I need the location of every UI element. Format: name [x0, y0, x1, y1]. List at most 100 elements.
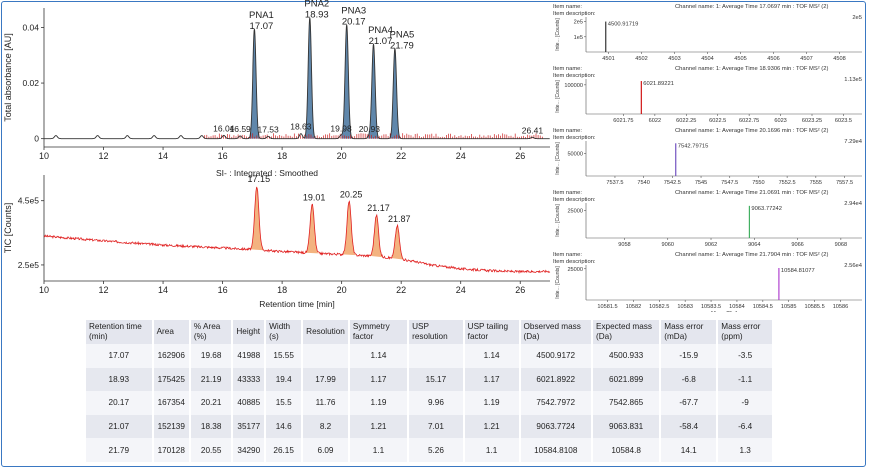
- table-cell: 17.07: [86, 344, 154, 368]
- table-cell: [408, 344, 465, 368]
- table-header-row: Retention time (min) Area% Area (%) Height…: [86, 320, 774, 344]
- ms-channel-name: Channel name: 1: Average Time 17.0697 mi…: [675, 4, 828, 10]
- uv-minor-peak-rt: 26.41: [522, 125, 544, 135]
- results-table: Retention time (min) Area% Area (%) Height…: [86, 320, 774, 462]
- column-header: Area: [152, 320, 191, 344]
- tic-x-tick-label: 24: [456, 285, 466, 295]
- table-cell: [302, 344, 350, 368]
- tic-x-tick-label: 10: [39, 285, 49, 295]
- table-cell: 1.17: [463, 367, 521, 392]
- table-cell: 14.6: [265, 414, 304, 439]
- tic-x-tick-label: 26: [515, 285, 525, 295]
- tic-x-tick-label: 22: [396, 285, 406, 295]
- table-cell: -9: [717, 391, 774, 415]
- table-cell: 20.55: [189, 438, 234, 462]
- table-cell: 18.93: [86, 367, 154, 392]
- ms-item-name: Item name:: [553, 4, 582, 10]
- table-cell: 10584.8: [592, 438, 662, 462]
- tic-peak-rt: 19.01: [303, 193, 326, 203]
- ms-x-tick-label: 7540: [637, 180, 649, 186]
- table-cell: 1.14: [463, 344, 521, 368]
- table-cell: -67.7: [660, 391, 719, 415]
- ms-channel-name: Channel name: 1: Average Time 20.1696 mi…: [675, 128, 828, 134]
- ms-peak-label: 6021.89221: [643, 81, 674, 87]
- uv-peak-rt: 21.79: [390, 40, 414, 51]
- uv-x-tick-label: 24: [456, 151, 466, 160]
- ms-x-tick-label: 6023.25: [802, 118, 822, 124]
- ms-y-tick-label: 25000: [567, 209, 583, 215]
- column-header: Retention time (min): [86, 320, 154, 344]
- ms-x-tick-label: 9064: [748, 242, 760, 248]
- table-cell: 1.1: [463, 438, 521, 462]
- table-cell: 40885: [232, 391, 267, 415]
- tic-peak-rt: 20.25: [340, 189, 363, 199]
- ms-peak-label: 7542.79715: [678, 143, 709, 149]
- table-cell: 43333: [232, 367, 267, 392]
- ms-x-tick-label: 6022: [649, 118, 661, 124]
- table-cell: 19.4: [265, 367, 304, 392]
- table-cell: 6021.899: [592, 367, 662, 392]
- tic-peak-rt: 21.87: [388, 214, 411, 224]
- table-cell: -15.9: [660, 344, 719, 368]
- uv-x-tick-label: 20: [337, 151, 347, 160]
- column-header: Height: [232, 320, 267, 344]
- tic-y-axis-title: TIC [Counts]: [3, 203, 13, 254]
- table-row: 18.93 175425 21.19 43333 19.4 17.99 1.17 15.17 1…: [86, 367, 774, 392]
- tic-trace: [43, 186, 551, 274]
- table-cell: 1.14: [348, 344, 410, 368]
- uv-peak-name: PNA4: [368, 25, 393, 36]
- tic-x-tick-label: 18: [277, 285, 287, 295]
- tic-x-tick-label: 20: [337, 285, 347, 295]
- uv-peak-name: PNA2: [304, 0, 329, 10]
- table-cell: 1.1: [348, 438, 410, 462]
- table-cell: 15.17: [408, 367, 465, 392]
- ms-x-tick-label: 7542.5: [664, 180, 681, 186]
- uv-minor-peak-rt: 18.63: [290, 122, 312, 132]
- uv-minor-peak-rt: 16.59: [230, 124, 252, 134]
- ms-panel-4: Item name:Item description: Channel name:…: [553, 190, 863, 248]
- ms-panel-2: Item name:Item description: Channel name:…: [553, 66, 862, 124]
- ms-x-tick-label: 6023: [774, 118, 786, 124]
- table-row: 21.79 170128 20.55 34290 26.15 6.09 1.1 5.26 1.1…: [86, 438, 774, 462]
- ms-x-tick-label: 7552.5: [779, 180, 796, 186]
- ms-panel-1: Item name:Item description: Channel name:…: [553, 4, 862, 62]
- ms-x-tick-label: 7545: [695, 180, 707, 186]
- ms-peak-label: 10584.81077: [781, 268, 815, 274]
- ms-panel-5: Item name:Item description: Channel name:…: [553, 252, 863, 312]
- ms-x-tick-label: 9066: [791, 242, 803, 248]
- table-cell: 20.21: [189, 391, 234, 415]
- column-header: Expected mass (Da): [592, 320, 662, 344]
- uv-y-axis-title: Total absorbance [AU]: [3, 33, 13, 122]
- ms-x-tick-label: 6022.75: [739, 118, 759, 124]
- uv-x-tick-label: 22: [396, 151, 406, 160]
- uv-x-tick-label: 14: [158, 151, 168, 160]
- table-row: 17.07 162906 19.68 41988 15.55 1.14 1.14 4500.9…: [86, 344, 774, 368]
- table-cell: -58.4: [660, 414, 719, 439]
- table-cell: 175425: [152, 367, 191, 392]
- ms-y-axis-title: Inte... [Counts]: [555, 80, 561, 113]
- table-cell: 17.99: [302, 367, 350, 392]
- uv-minor-peak-rt: 19.98: [330, 123, 352, 133]
- ms-x-tick-label: 6021.75: [613, 118, 633, 124]
- uv-y-tick-label: 0.02: [22, 78, 39, 88]
- ms-x-tick-label: 10585.5: [804, 304, 824, 310]
- table-cell: 9.96: [408, 391, 465, 415]
- ms-x-tick-label: 10585: [781, 304, 797, 310]
- ms-item-name: Item name:: [553, 190, 582, 196]
- ms-peak-label: 4500.91719: [608, 22, 639, 28]
- tic-title: SI- : Integrated : Smoothed: [216, 168, 318, 178]
- table-cell: 170128: [152, 438, 191, 462]
- ms-max-intensity: 2.94e4: [844, 201, 863, 207]
- tic-x-tick-label: 14: [158, 285, 168, 295]
- table-cell: 1.21: [348, 414, 410, 439]
- ms-x-tick-label: 10582: [626, 304, 642, 310]
- tic-x-tick-label: 12: [99, 285, 109, 295]
- ms-x-tick-label: 10583: [677, 304, 693, 310]
- table-cell: 9063.7724: [519, 414, 594, 439]
- table-cell: 7.01: [408, 414, 465, 439]
- ms-x-tick-label: 4502: [635, 56, 647, 62]
- ms-x-tick-label: 10582.5: [649, 304, 669, 310]
- uv-peak-rt: 17.07: [250, 21, 274, 32]
- uv-x-tick-label: 26: [515, 151, 525, 160]
- ms-item-name: Item name:: [553, 66, 582, 72]
